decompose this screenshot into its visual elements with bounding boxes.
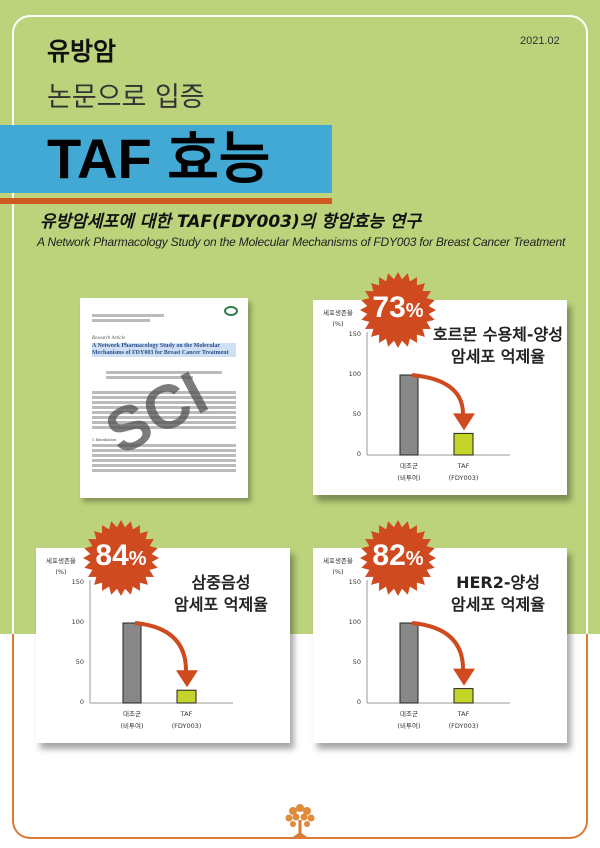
y-tick-label: 100 <box>71 618 84 626</box>
y-tick-label: 100 <box>348 370 361 378</box>
starburst-badge <box>360 272 436 348</box>
y-axis-label: 세포생존율 (%) <box>323 308 353 330</box>
category-title: 유방암 <box>47 37 117 66</box>
chart-card-triple-negative: 세포생존율 (%) 150 100 50 0 대조군 (비투여) TAF (FDY003) 84% 삼… <box>36 520 290 743</box>
frame-border <box>12 15 588 634</box>
bar-control <box>399 622 419 704</box>
category-name: 대조군 <box>400 710 418 718</box>
headline-underline <box>0 198 332 204</box>
y-tick-label: 50 <box>352 658 361 666</box>
arrow-icon <box>411 621 466 671</box>
category-name: 대조군 <box>123 710 141 718</box>
category-sub: (FDY003) <box>448 722 479 730</box>
chart-title-line: 암세포 억제율 <box>451 595 545 614</box>
paper-title: A Network Pharmacology Study on the Mole… <box>92 343 236 357</box>
chart-svg <box>83 520 233 704</box>
y-axis-label: 세포생존율 (%) <box>46 556 76 578</box>
chart-title-line: 암세포 억제율 <box>451 347 545 366</box>
chart-title-line: HER2-양성 <box>456 573 540 592</box>
y-tick-label: 150 <box>348 330 361 338</box>
y-tick-label: 100 <box>348 618 361 626</box>
chart-svg <box>360 520 510 704</box>
arrow-icon <box>411 373 466 416</box>
percent-value: 84 <box>95 539 129 572</box>
chart-title-line: 암세포 억제율 <box>174 595 268 614</box>
bar-taf <box>453 688 474 704</box>
starburst-badge <box>360 520 436 596</box>
bar-control <box>399 374 419 456</box>
category-sub: (FDY003) <box>448 474 479 482</box>
chart-card-her2-positive: 세포생존율 (%) 150 100 50 0 대조군 (비투여) TAF (FDY003) 82% H… <box>313 520 567 743</box>
headline-band <box>0 125 332 193</box>
chart-svg <box>360 272 510 456</box>
bar-taf <box>453 432 474 456</box>
arrow-icon <box>134 621 189 673</box>
y-tick-label: 50 <box>75 658 84 666</box>
y-tick-label: 0 <box>356 698 361 706</box>
paper-label: Research Article <box>92 336 126 341</box>
percent-unit: % <box>405 548 424 570</box>
sci-stamp: SCI <box>94 358 219 469</box>
y-axis-label: 세포생존율 (%) <box>323 556 353 578</box>
y-tick-label: 150 <box>71 578 84 586</box>
y-axis-unit: (%) <box>55 568 67 576</box>
bar-taf <box>176 689 197 704</box>
tree-icon <box>285 804 315 837</box>
percent-value: 82 <box>372 539 406 572</box>
paper-section: 1. Introduction <box>92 437 116 442</box>
y-axis-unit: (%) <box>332 320 344 328</box>
y-axis-unit: (%) <box>332 568 344 576</box>
category-name: TAF <box>457 462 470 470</box>
category-name: TAF <box>180 710 193 718</box>
frame-border-bottom <box>12 634 588 839</box>
percent-value: 73 <box>372 291 406 324</box>
arrowhead-icon <box>453 668 475 686</box>
percent-unit: % <box>405 300 424 322</box>
arrowhead-icon <box>453 413 475 431</box>
x-tick-label: TAF (FDY003) <box>439 460 489 484</box>
paper-thumbnail: Research Article A Network Pharmacology … <box>80 298 248 498</box>
inhibition-percent: 82% <box>360 539 436 573</box>
chart-title-line: 삼중음성 <box>191 573 251 592</box>
y-axis-title: 세포생존율 <box>46 557 76 565</box>
starburst-badge <box>83 520 159 596</box>
percent-unit: % <box>128 548 147 570</box>
chart-card-hormone-positive: 세포생존율 (%) 150 100 50 0 대조군 (비투여) TAF (FDY003) 73% 호… <box>313 272 567 495</box>
y-tick-label: 50 <box>352 410 361 418</box>
x-tick-label: TAF (FDY003) <box>439 708 489 732</box>
study-title-en: A Network Pharmacology Study on the Mole… <box>37 235 566 249</box>
category-name: 대조군 <box>400 462 418 470</box>
study-title-ko: 유방암세포에 대한 TAF(FDY003)의 항암효능 연구 <box>40 212 422 232</box>
journal-logo-icon <box>224 306 238 316</box>
y-axis-title: 세포생존율 <box>323 557 353 565</box>
category-name: TAF <box>457 710 470 718</box>
y-tick-label: 150 <box>348 578 361 586</box>
inhibition-percent: 84% <box>83 539 159 573</box>
subheading: 논문으로 입증 <box>47 82 205 113</box>
arrowhead-icon <box>176 670 198 688</box>
y-tick-label: 0 <box>356 450 361 458</box>
category-sub: (FDY003) <box>171 722 202 730</box>
date: 2021.02 <box>520 35 560 47</box>
bar-control <box>122 622 142 704</box>
headline: TAF 효능 <box>47 127 271 190</box>
chart-title-line: 호르몬 수용체-양성 <box>433 325 563 344</box>
category-sub: (비투여) <box>120 722 144 730</box>
y-tick-label: 0 <box>79 698 84 706</box>
x-tick-label: 대조군 (비투여) <box>107 708 157 732</box>
y-axis-title: 세포생존율 <box>323 309 353 317</box>
x-tick-label: TAF (FDY003) <box>162 708 212 732</box>
x-tick-label: 대조군 (비투여) <box>384 708 434 732</box>
category-sub: (비투여) <box>397 474 421 482</box>
x-tick-label: 대조군 (비투여) <box>384 460 434 484</box>
inhibition-percent: 73% <box>360 291 436 325</box>
category-sub: (비투여) <box>397 722 421 730</box>
